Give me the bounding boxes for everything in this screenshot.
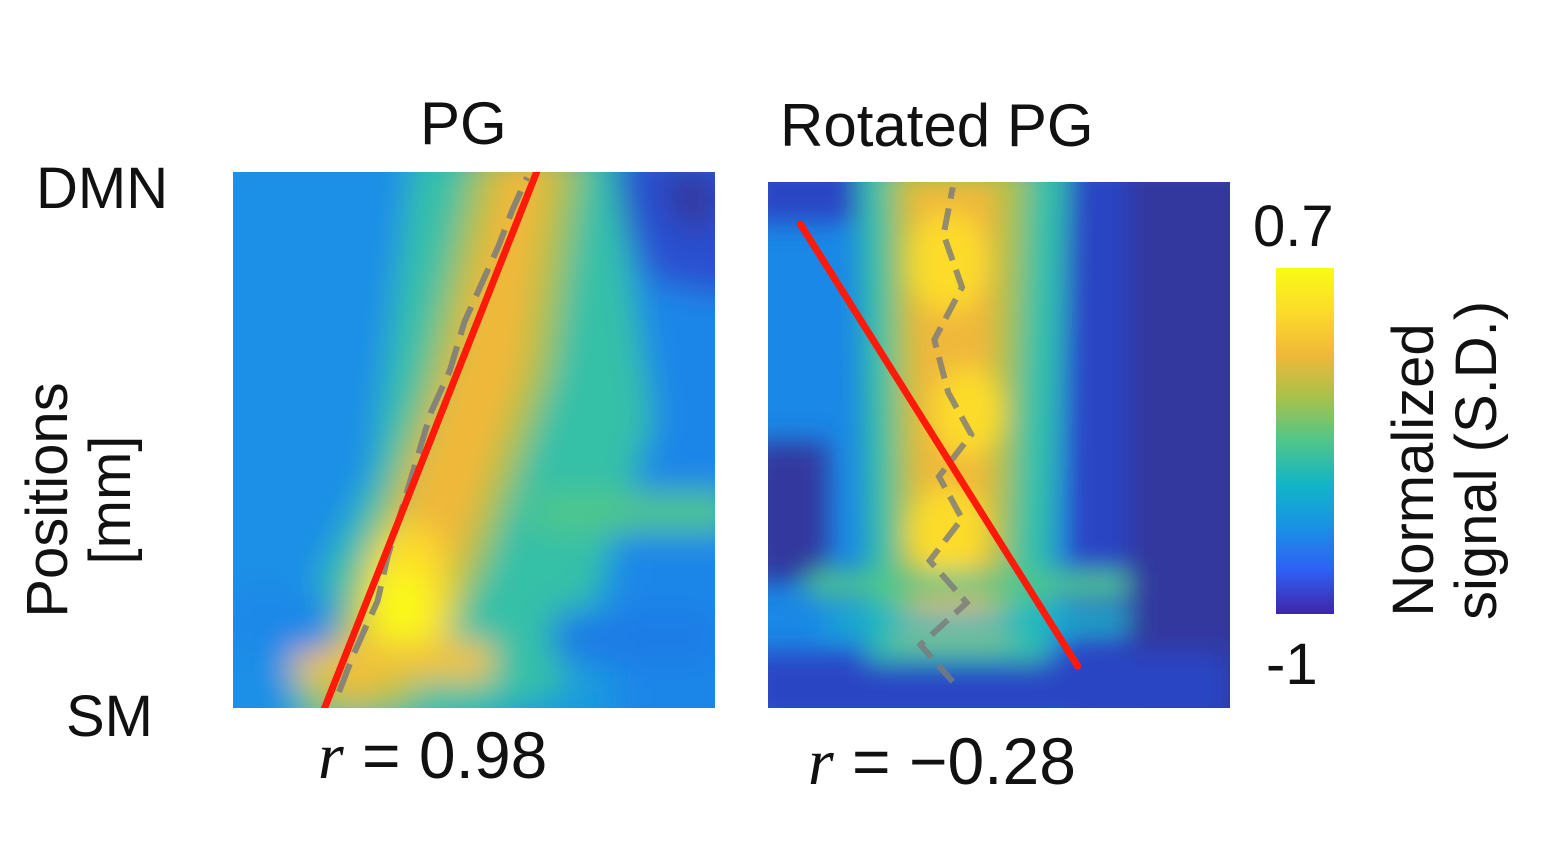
y-tick-top: DMN [36,156,169,221]
colorbar-label-line-1: Normalized [1381,323,1447,617]
colorbar-label: Normalized signal (S.D.) [1296,301,1547,620]
y-tick-bottom: SM [66,684,153,749]
y-axis-label: Positions [mm] [0,382,250,617]
fit-line [321,172,541,708]
colorbar-max-label: 0.7 [1253,194,1334,259]
r-symbol-right: r [808,726,834,799]
panel-left-r-annotation: r = 0.98 [318,722,547,790]
colorbar-label-line-2: signal (S.D.) [1444,300,1509,620]
panel-right-r-annotation: r = −0.28 [808,728,1076,796]
colorbar [1276,268,1334,614]
y-axis-label-line-2: [mm] [78,435,143,565]
r-value-left: = 0.98 [343,718,548,792]
heatmap-left [233,172,715,708]
r-value-right: = −0.28 [833,724,1076,798]
panel-left-title: PG [420,90,507,157]
r-symbol-left: r [318,720,344,793]
heatmap-right [768,182,1230,708]
panel-right-title: Rotated PG [780,92,1094,159]
y-axis-label-line-1: Positions [15,382,81,618]
colorbar-min-label: -1 [1266,632,1318,697]
peak-trace [916,186,975,684]
fit-line [796,220,1082,670]
peak-trace [336,176,530,693]
